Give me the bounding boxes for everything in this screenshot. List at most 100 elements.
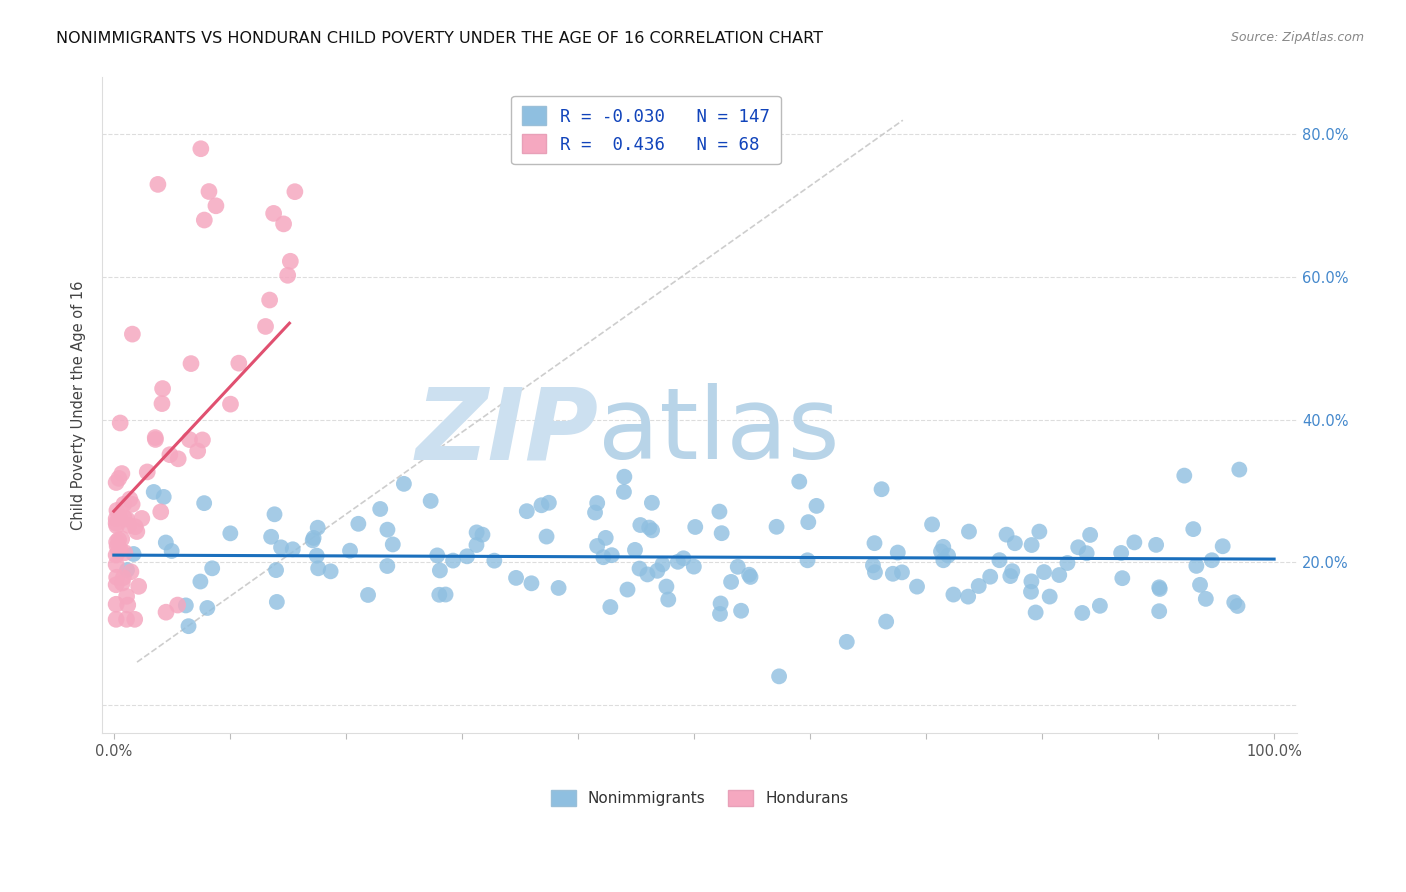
Point bbox=[131, 511, 153, 525]
Point bbox=[1182, 522, 1205, 536]
Point bbox=[180, 357, 202, 371]
Point bbox=[683, 520, 706, 534]
Point bbox=[302, 531, 325, 545]
Point bbox=[110, 542, 132, 557]
Point bbox=[142, 485, 165, 500]
Point bbox=[105, 570, 128, 584]
Point bbox=[115, 512, 138, 526]
Point bbox=[586, 496, 609, 510]
Point bbox=[1147, 604, 1170, 618]
Point bbox=[307, 521, 329, 535]
Point bbox=[145, 433, 167, 447]
Point bbox=[979, 570, 1001, 584]
Point bbox=[1004, 536, 1026, 550]
Point bbox=[1000, 569, 1022, 583]
Point bbox=[307, 561, 329, 575]
Point bbox=[942, 588, 965, 602]
Point bbox=[105, 535, 128, 549]
Point bbox=[368, 502, 391, 516]
Point bbox=[1111, 571, 1133, 585]
Point bbox=[112, 497, 135, 511]
Point bbox=[870, 482, 893, 496]
Point bbox=[375, 559, 398, 574]
Point bbox=[117, 598, 139, 612]
Point bbox=[1033, 565, 1056, 579]
Point bbox=[1227, 462, 1250, 476]
Point bbox=[720, 574, 742, 589]
Point bbox=[121, 327, 143, 342]
Point bbox=[520, 576, 543, 591]
Point bbox=[122, 547, 145, 561]
Point bbox=[613, 484, 636, 499]
Point bbox=[1226, 599, 1249, 613]
Point bbox=[174, 599, 197, 613]
Y-axis label: Child Poverty Under the Age of 16: Child Poverty Under the Age of 16 bbox=[72, 281, 86, 530]
Point bbox=[105, 612, 128, 626]
Point bbox=[205, 199, 228, 213]
Point bbox=[160, 544, 183, 558]
Point bbox=[465, 525, 488, 540]
Point bbox=[107, 544, 129, 558]
Point bbox=[995, 527, 1018, 541]
Point bbox=[600, 548, 623, 562]
Point bbox=[516, 504, 538, 518]
Point bbox=[1047, 568, 1070, 582]
Point bbox=[319, 565, 342, 579]
Point bbox=[120, 565, 142, 579]
Point bbox=[1071, 606, 1094, 620]
Point bbox=[536, 530, 558, 544]
Text: ZIP: ZIP bbox=[415, 384, 598, 480]
Point bbox=[1067, 541, 1090, 555]
Point bbox=[1001, 564, 1024, 578]
Point bbox=[471, 527, 494, 541]
Point bbox=[709, 607, 731, 621]
Point bbox=[105, 558, 128, 572]
Point bbox=[263, 206, 285, 220]
Point bbox=[434, 588, 457, 602]
Point bbox=[740, 570, 762, 584]
Point bbox=[645, 564, 668, 578]
Point bbox=[595, 531, 617, 545]
Point bbox=[136, 465, 159, 479]
Point bbox=[710, 597, 733, 611]
Point bbox=[1021, 574, 1043, 589]
Point bbox=[427, 588, 450, 602]
Point bbox=[357, 588, 380, 602]
Point bbox=[121, 497, 143, 511]
Point bbox=[768, 669, 790, 683]
Point bbox=[149, 505, 172, 519]
Point bbox=[228, 356, 250, 370]
Point bbox=[284, 185, 307, 199]
Point bbox=[115, 590, 138, 604]
Point bbox=[988, 553, 1011, 567]
Point bbox=[547, 581, 569, 595]
Point bbox=[957, 590, 980, 604]
Point bbox=[1123, 535, 1146, 549]
Text: Source: ZipAtlas.com: Source: ZipAtlas.com bbox=[1230, 31, 1364, 45]
Point bbox=[1109, 546, 1132, 560]
Point bbox=[638, 520, 661, 534]
Point bbox=[111, 467, 134, 481]
Point bbox=[159, 448, 181, 462]
Point bbox=[118, 518, 141, 533]
Point bbox=[105, 475, 128, 490]
Point bbox=[1021, 538, 1043, 552]
Point bbox=[143, 431, 166, 445]
Point bbox=[305, 549, 328, 563]
Point bbox=[651, 558, 673, 572]
Point bbox=[505, 571, 527, 585]
Point bbox=[957, 524, 980, 539]
Point bbox=[270, 541, 292, 555]
Point bbox=[1149, 582, 1171, 596]
Point bbox=[666, 555, 689, 569]
Point bbox=[628, 561, 651, 575]
Point bbox=[599, 600, 621, 615]
Point bbox=[301, 533, 323, 548]
Point bbox=[586, 539, 609, 553]
Point bbox=[465, 538, 488, 552]
Point bbox=[111, 532, 134, 546]
Text: NONIMMIGRANTS VS HONDURAN CHILD POVERTY UNDER THE AGE OF 16 CORRELATION CHART: NONIMMIGRANTS VS HONDURAN CHILD POVERTY … bbox=[56, 31, 824, 46]
Point bbox=[193, 496, 215, 510]
Point bbox=[710, 526, 733, 541]
Point bbox=[709, 505, 731, 519]
